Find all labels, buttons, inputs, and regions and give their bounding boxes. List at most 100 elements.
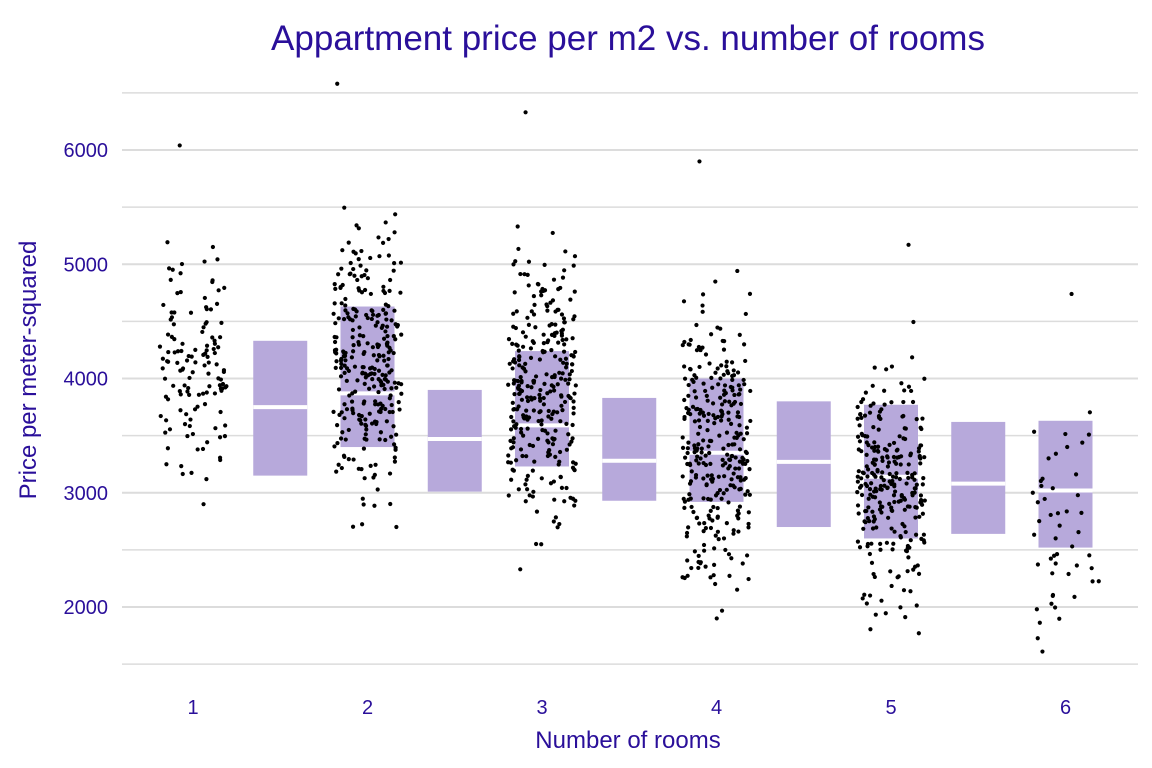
data-point <box>200 329 205 335</box>
data-point <box>1048 512 1053 518</box>
data-point <box>738 387 743 392</box>
data-point <box>554 330 559 335</box>
data-point <box>350 524 356 529</box>
data-point <box>921 476 926 481</box>
data-point <box>718 418 724 423</box>
data-point <box>172 350 177 355</box>
data-point <box>692 446 698 451</box>
data-point <box>905 569 910 574</box>
data-point <box>855 416 860 421</box>
data-point <box>362 287 368 293</box>
data-point <box>383 311 388 316</box>
data-point <box>857 545 863 550</box>
data-point <box>541 341 546 346</box>
data-point <box>512 357 517 362</box>
data-point <box>890 547 895 552</box>
data-point <box>399 332 404 337</box>
data-point <box>218 335 223 340</box>
data-point <box>389 402 394 408</box>
data-point <box>891 440 897 446</box>
data-point <box>525 395 530 400</box>
data-point <box>701 413 707 418</box>
data-point <box>726 552 732 557</box>
data-point <box>162 376 168 381</box>
data-point <box>518 447 524 452</box>
data-point <box>683 455 688 460</box>
data-point <box>882 447 887 452</box>
data-point <box>855 434 861 439</box>
data-point <box>892 499 897 505</box>
data-point <box>169 334 174 339</box>
data-point <box>509 414 514 420</box>
data-point <box>724 359 729 364</box>
data-point <box>716 537 721 542</box>
data-point <box>1064 509 1069 514</box>
data-point <box>356 226 361 231</box>
data-point <box>722 474 727 479</box>
data-point <box>202 259 207 264</box>
data-point <box>381 307 386 313</box>
data-point <box>889 583 894 589</box>
data-point <box>171 322 176 327</box>
data-point <box>530 339 535 344</box>
data-point <box>169 315 175 320</box>
data-point <box>732 392 737 398</box>
data-point <box>550 298 556 303</box>
data-point <box>509 477 514 482</box>
data-point <box>204 343 210 348</box>
data-point <box>511 440 516 445</box>
data-point <box>182 383 187 388</box>
data-point <box>527 493 532 498</box>
box-9 <box>951 421 1006 534</box>
data-point <box>519 378 524 384</box>
data-point <box>373 402 378 407</box>
data-point <box>520 344 526 349</box>
data-point <box>711 562 717 567</box>
data-point <box>332 348 338 353</box>
data-point <box>912 486 917 491</box>
data-point <box>721 372 726 377</box>
data-point <box>552 374 557 380</box>
data-point <box>394 432 399 437</box>
data-point <box>530 468 535 473</box>
data-point <box>548 481 554 486</box>
data-point <box>701 460 706 466</box>
data-point <box>692 419 698 424</box>
data-point <box>922 455 927 460</box>
data-point <box>357 333 362 338</box>
data-point <box>1040 476 1045 481</box>
data-point <box>855 539 861 544</box>
data-point <box>906 384 912 389</box>
data-point <box>901 399 906 405</box>
data-point <box>730 385 735 390</box>
data-point <box>556 307 561 312</box>
data-point <box>737 447 743 452</box>
data-point <box>340 430 345 435</box>
data-point <box>221 368 227 373</box>
data-point <box>682 499 688 504</box>
data-point <box>551 437 556 442</box>
data-point <box>342 416 347 421</box>
data-point <box>564 361 569 366</box>
data-point <box>392 230 397 235</box>
data-point <box>877 507 883 512</box>
data-point <box>719 608 725 613</box>
data-point <box>189 470 194 475</box>
data-point <box>1034 607 1039 612</box>
data-point <box>1053 536 1058 541</box>
data-point <box>368 463 373 468</box>
data-point <box>872 440 877 445</box>
data-point <box>383 437 388 443</box>
data-point <box>385 334 390 339</box>
data-point <box>222 434 228 439</box>
data-point <box>214 301 220 306</box>
data-point <box>891 493 897 498</box>
data-point <box>572 391 577 396</box>
data-point <box>563 365 569 370</box>
data-point <box>531 489 536 494</box>
data-point <box>711 573 716 578</box>
data-point <box>165 446 170 451</box>
data-point <box>362 476 367 481</box>
data-point <box>1035 500 1040 505</box>
data-point <box>716 382 721 387</box>
